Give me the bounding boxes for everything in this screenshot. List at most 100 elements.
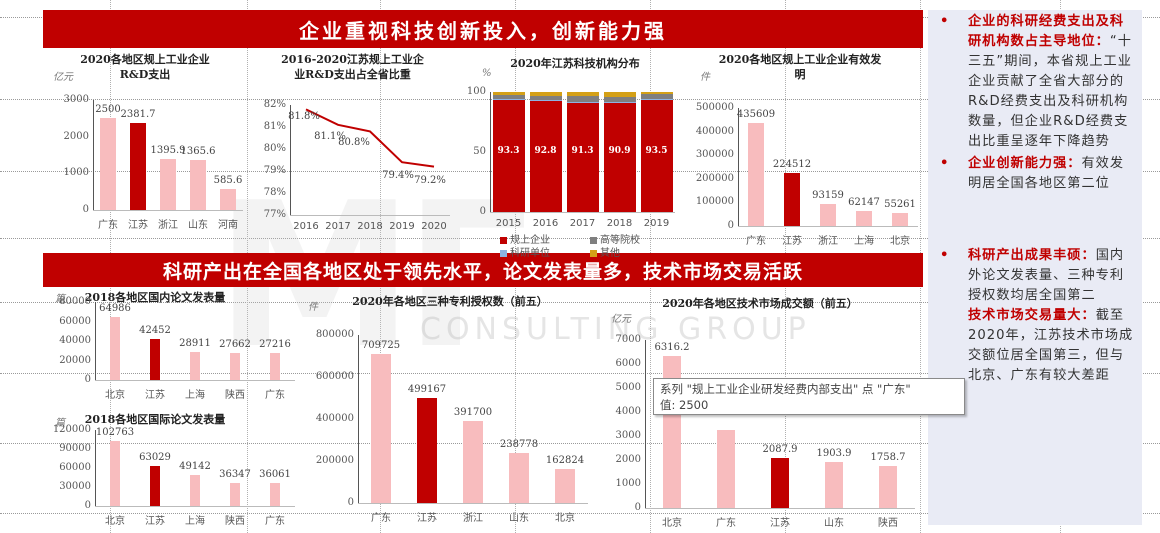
axis-unit-label: 亿元 xyxy=(611,314,631,325)
bar-广东[interactable] xyxy=(717,429,735,508)
chart-domestic-papers[interactable]: 2018各地区国内论文发表量 篇 80000 60000 40000 20000 0 北京 江苏… xyxy=(45,288,305,406)
data-label: 2087.9 xyxy=(762,443,798,455)
bar-浙江[interactable] xyxy=(463,420,483,503)
bar-江苏[interactable] xyxy=(130,122,146,210)
summary-heading: 技术市场交易量大： xyxy=(968,308,1096,323)
bar-segment-规上企业[interactable] xyxy=(566,102,599,212)
y-tick-label: 400000 xyxy=(695,125,734,137)
chart-title: 2020各地区规上工业企业有效发 明 xyxy=(718,53,882,81)
x-tick-label: 江苏 xyxy=(145,516,165,527)
bar-segment-高等院校[interactable] xyxy=(566,96,599,102)
x-tick-label: 北京 xyxy=(555,513,575,524)
line-series[interactable] xyxy=(245,50,460,240)
bar-segment-其他[interactable] xyxy=(529,92,562,96)
summary-text: “十三五”期间，本省规上工业企业贡献了全省大部分的R&D经费支出及科研机构数量，… xyxy=(968,34,1132,149)
bar-上海[interactable] xyxy=(190,474,200,506)
y-tick-label: 81% xyxy=(263,121,286,132)
bar-segment-科研单位[interactable] xyxy=(529,100,562,101)
y-tick-label: 800000 xyxy=(315,329,354,340)
y-tick-label: 2000 xyxy=(63,130,89,142)
bar-山东[interactable] xyxy=(509,452,529,503)
guide-line xyxy=(0,238,1160,239)
bar-广东[interactable] xyxy=(100,118,116,210)
chart-intl-papers[interactable]: 2018各地区国际论文发表量 篇 120000 90000 60000 30000 0 北京 江… xyxy=(45,408,305,528)
guide-line xyxy=(0,443,1160,444)
bar-上海[interactable] xyxy=(190,351,200,380)
bar-陕西[interactable] xyxy=(230,482,240,506)
chart-rd-spend[interactable]: 2020各地区规上工业企业 R&D支出 亿元 3000 2000 1000 0 广东 江苏 浙江… xyxy=(45,50,245,240)
y-tick-label: 3000 xyxy=(615,430,641,441)
bar-北京[interactable] xyxy=(110,440,120,506)
chart-institutions-stacked[interactable]: 2020年江苏科技机构分布% 100 50 0 2015 2016 2017 2018 2019… xyxy=(460,50,690,259)
bar-segment-高等院校[interactable] xyxy=(640,93,673,100)
bar-segment-规上企业[interactable] xyxy=(529,100,562,212)
bar-河南[interactable] xyxy=(220,188,236,210)
y-tick-label: 80% xyxy=(263,143,286,154)
chart-patents-granted[interactable]: 2020年各地区三种专利授权数（前五） 件 800000 600000 400000 20… xyxy=(300,290,600,530)
bar-山东[interactable] xyxy=(190,159,206,210)
data-label: 64986 xyxy=(99,302,131,314)
bar-上海[interactable] xyxy=(856,211,872,226)
chart-rd-share-line[interactable]: 2016-2020江苏规上工业企 业R&D支出占全省比重 82% 81% 80% 79%… xyxy=(245,50,460,240)
bar-北京[interactable] xyxy=(555,468,575,503)
bar-广东[interactable] xyxy=(748,123,764,226)
y-tick-label: 3000 xyxy=(63,94,89,105)
bar-广东[interactable] xyxy=(270,353,280,380)
data-label: 1395.9 xyxy=(150,144,186,156)
bar-广东[interactable] xyxy=(270,483,280,506)
bar-江苏[interactable] xyxy=(150,338,160,380)
bar-segment-科研单位[interactable] xyxy=(566,101,599,103)
y-tick-label: 300000 xyxy=(695,149,734,161)
bar-segment-高等院校[interactable] xyxy=(492,95,525,100)
y-tick-label: 0 xyxy=(84,374,91,385)
bar-广东[interactable] xyxy=(371,353,391,503)
x-tick-label: 2018 xyxy=(606,218,633,229)
bar-江苏[interactable] xyxy=(417,398,437,503)
bar-segment-其他[interactable] xyxy=(640,92,673,94)
x-tick-label: 2018 xyxy=(357,221,383,232)
bar-segment-高等院校[interactable] xyxy=(529,95,562,101)
bar-陕西[interactable] xyxy=(230,353,240,380)
x-tick-label: 陕西 xyxy=(225,516,245,527)
bar-北京[interactable] xyxy=(892,212,908,226)
x-tick-label: 2016 xyxy=(293,221,319,232)
bar-segment-科研单位[interactable] xyxy=(603,102,636,103)
x-tick-label: 北京 xyxy=(105,390,125,401)
y-tick-label: 0 xyxy=(347,497,354,508)
x-tick-label: 北京 xyxy=(662,518,682,529)
x-tick-label: 2016 xyxy=(532,218,559,229)
bar-segment-其他[interactable] xyxy=(603,92,636,97)
bullet-icon: • xyxy=(940,14,950,29)
guide-line xyxy=(0,373,1160,374)
legend-item: 科研单位 xyxy=(500,247,590,260)
y-tick-label: 1000 xyxy=(615,478,641,489)
bar-山东[interactable] xyxy=(825,462,843,508)
data-label: 1903.9 xyxy=(816,448,852,460)
y-tick-label: 100000 xyxy=(695,196,734,208)
bar-北京[interactable] xyxy=(110,316,120,380)
bar-segment-其他[interactable] xyxy=(492,92,525,96)
bar-江苏[interactable] xyxy=(150,466,160,506)
data-label: 709725 xyxy=(361,339,401,351)
bar-浙江[interactable] xyxy=(820,204,836,226)
axis-unit-label: 件 xyxy=(308,302,318,313)
bar-浙江[interactable] xyxy=(160,158,176,210)
y-axis xyxy=(490,92,491,212)
bar-segment-规上企业[interactable] xyxy=(640,99,673,212)
bar-segment-其他[interactable] xyxy=(566,92,599,97)
chart-tech-market[interactable]: 2020年各地区技术市场成交额（前五） 亿元 7000 6000 5000 4000 300… xyxy=(595,290,925,530)
bar-segment-科研单位[interactable] xyxy=(492,99,525,101)
bar-segment-高等院校[interactable] xyxy=(603,96,636,103)
axis-unit-label: 篇 xyxy=(55,294,65,305)
chart-valid-patents[interactable]: 2020各地区规上工业企业有效发 明件 500000 400000 300000 200… xyxy=(680,50,925,247)
bar-segment-规上企业[interactable] xyxy=(603,102,636,212)
legend-item: 其他 xyxy=(590,247,680,260)
legend-swatch-icon xyxy=(590,236,597,244)
bar-陕西[interactable] xyxy=(879,465,897,508)
bar-segment-科研单位[interactable] xyxy=(640,99,673,100)
bar-江苏[interactable] xyxy=(784,173,800,226)
bar-江苏[interactable] xyxy=(771,457,789,508)
legend-swatch-icon xyxy=(590,249,597,257)
axis-unit-label: 篇 xyxy=(55,418,65,429)
bar-segment-规上企业[interactable] xyxy=(492,100,525,212)
